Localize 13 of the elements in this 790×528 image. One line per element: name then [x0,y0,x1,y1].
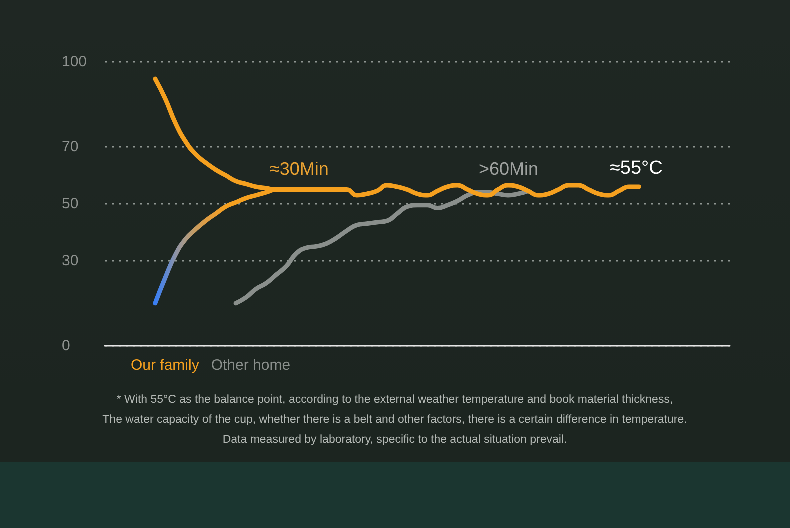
y-tick-label: 70 [62,138,79,156]
y-tick-label: 100 [62,54,88,70]
text: Other home [211,357,291,374]
y-tick-label: 0 [62,338,70,354]
y-tick-label: 50 [62,196,79,212]
text: Our family [131,357,200,374]
y-tick-label: 30 [62,252,79,270]
annotation: ≈30Min [270,159,329,179]
text: Data measured by laboratory, specific to the actual situation prevail. [222,434,568,446]
annotation: >60Min [479,159,539,179]
text: The water capacity of the cup, whether there is a belt and other factors, there is a certain difference in temperature. [102,414,688,426]
annotation: ≈55°C [610,158,663,179]
text: * With 55°C as the balance point, according to the external weather temperature and book material thickness, [116,394,674,406]
